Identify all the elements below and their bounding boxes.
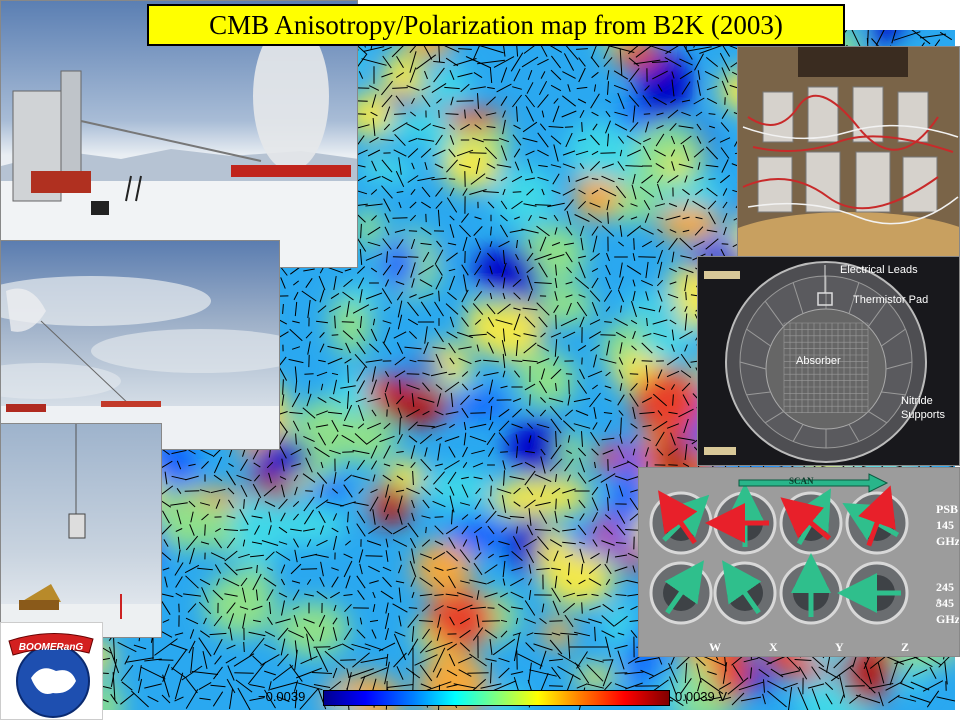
psb-detector-photo: Electrical Leads Thermistor Pad Absorber… bbox=[697, 256, 960, 466]
map-blob bbox=[566, 122, 639, 180]
payload-launch-photo bbox=[0, 423, 162, 638]
band-label-145: 145 bbox=[936, 518, 954, 533]
polarization-vector bbox=[457, 101, 474, 102]
balloon-inflation-photo bbox=[0, 240, 280, 450]
polarization-vector bbox=[185, 491, 200, 492]
map-blob bbox=[429, 64, 470, 103]
polarization-vector bbox=[304, 374, 313, 375]
scan-label: SCAN bbox=[789, 476, 814, 486]
polarization-vector bbox=[686, 292, 687, 300]
polarization-vector bbox=[409, 231, 417, 232]
polarization-vector bbox=[488, 608, 495, 609]
polarization-vector bbox=[470, 413, 485, 414]
logo-text: BOOMERanG bbox=[19, 642, 84, 653]
map-blob bbox=[307, 480, 357, 500]
boomerang-logo: BOOMERanG bbox=[0, 622, 103, 720]
polarization-vector bbox=[530, 394, 531, 405]
band-label-ghz-1: GHz bbox=[936, 534, 960, 549]
colorbar-min-label: −0.0039 bbox=[258, 689, 305, 704]
map-blob bbox=[664, 156, 688, 178]
map-blob bbox=[426, 590, 494, 648]
map-blob bbox=[623, 294, 682, 317]
polarization-vector bbox=[491, 486, 492, 497]
map-blob bbox=[450, 392, 511, 417]
page-title: CMB Anisotropy/Polarization map from B2K… bbox=[147, 4, 845, 46]
polarization-vector bbox=[582, 602, 583, 613]
map-blob bbox=[232, 494, 285, 566]
polarization-vector bbox=[467, 673, 488, 674]
polarization-vector bbox=[569, 380, 570, 394]
polarization-vector bbox=[426, 527, 427, 533]
polarization-vector bbox=[634, 238, 635, 250]
column-label-y: Y bbox=[835, 640, 844, 655]
polarization-vector bbox=[305, 491, 313, 492]
map-blob bbox=[473, 247, 537, 292]
polarization-vector bbox=[644, 114, 650, 115]
map-blob bbox=[354, 208, 382, 247]
feed-horns-photo bbox=[737, 46, 960, 258]
polarization-vector bbox=[513, 192, 522, 193]
polarization-vector bbox=[615, 673, 628, 674]
map-blob bbox=[358, 158, 418, 183]
band-label-ghz-2: GHz bbox=[936, 612, 960, 627]
polarization-vector bbox=[482, 621, 500, 622]
psb-label-nitride: Nitride bbox=[901, 395, 933, 407]
polarization-vector bbox=[582, 122, 583, 132]
polarization-vector bbox=[342, 452, 354, 453]
polarization-vector bbox=[638, 257, 655, 258]
map-blob bbox=[232, 564, 275, 636]
column-label-w: W bbox=[709, 640, 721, 655]
polarization-vector bbox=[603, 660, 614, 661]
polarization-vector bbox=[439, 110, 440, 118]
polarization-vector bbox=[556, 499, 557, 510]
map-blob bbox=[493, 166, 556, 226]
psb-label-supports: Supports bbox=[901, 409, 945, 421]
map-blob bbox=[640, 322, 692, 360]
colorbar-max-label: 0.0039 V bbox=[675, 689, 727, 704]
band-label-psb: PSB bbox=[936, 502, 958, 517]
polarization-vector bbox=[244, 642, 245, 652]
psb-label-absorber: Absorber bbox=[796, 355, 841, 367]
map-blob bbox=[543, 552, 615, 607]
map-blob bbox=[382, 381, 451, 427]
band-label-345: 345 bbox=[936, 596, 954, 611]
polarization-vector bbox=[449, 179, 455, 180]
polarization-vector bbox=[642, 361, 653, 362]
map-blob bbox=[387, 459, 425, 492]
polarization-vector bbox=[408, 257, 419, 258]
map-blob bbox=[157, 495, 219, 550]
psb-label-electrical-leads: Electrical Leads bbox=[840, 264, 918, 276]
polarization-vector bbox=[556, 315, 557, 329]
detector-array-photo: SCAN PSB 145 GHz 245 / 345 GHz W X Y Z bbox=[638, 467, 960, 657]
psb-label-thermistor-pad: Thermistor Pad bbox=[853, 294, 928, 306]
polarization-vector bbox=[549, 621, 562, 622]
column-label-z: Z bbox=[901, 640, 909, 655]
map-blob bbox=[658, 206, 722, 243]
colorbar bbox=[323, 690, 670, 706]
column-label-x: X bbox=[769, 640, 778, 655]
polarization-vector bbox=[205, 524, 206, 535]
map-blob bbox=[627, 123, 705, 189]
polarization-vector bbox=[159, 660, 174, 661]
map-blob bbox=[537, 284, 594, 325]
